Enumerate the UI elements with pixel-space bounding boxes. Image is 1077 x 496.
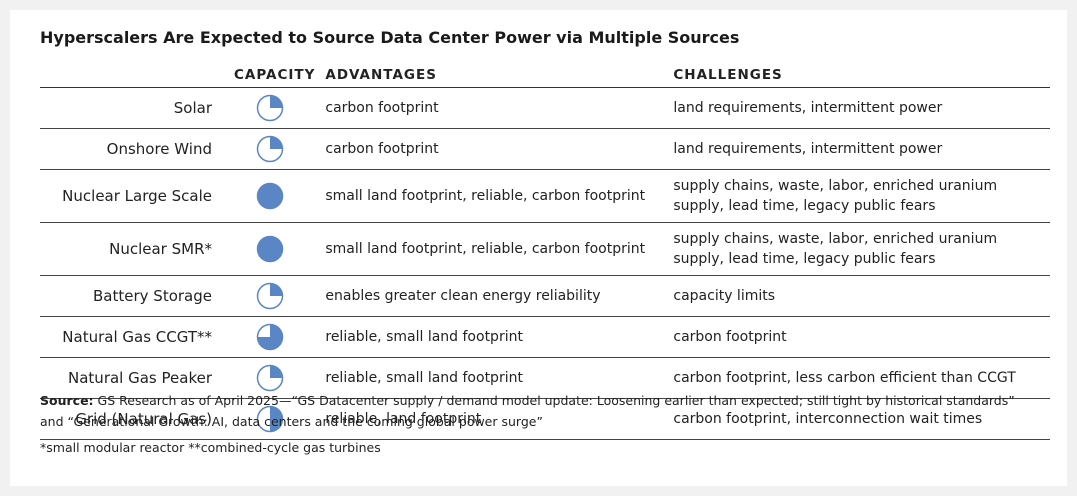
card: Hyperscalers Are Expected to Source Data… [10,10,1067,486]
source-cell: Natural Gas Peaker [40,357,230,399]
challenges-cell: land requirements, intermittent power [663,128,1050,170]
table-row: Natural Gas Peaker reliable, small land f… [40,357,1050,399]
challenges-cell: capacity limits [663,275,1050,317]
source-note: Source: GS Research as of April 2025—“GS… [40,390,1030,432]
source-cell: Natural Gas CCGT** [40,316,230,358]
harvey-ball [256,364,284,392]
advantages-cell: small land footprint, reliable, carbon f… [315,169,664,223]
header-cell: ADVANTAGES [315,65,664,88]
header-cell: CHALLENGES [663,65,1050,88]
ball-fill [270,95,283,108]
table: CAPACITY ADVANTAGES CHALLENGES Solar carb… [40,65,1050,440]
harvey-ball [256,282,284,310]
challenges-cell: carbon footprint, interconnection wait t… [663,398,1050,440]
capacity-cell [230,275,316,317]
source-cell: Onshore Wind [40,128,230,170]
header-empty [40,65,230,88]
table-body: Solar carbon footprint land requirements, … [40,87,1050,440]
capacity-cell [230,357,316,399]
advantages-cell: small land footprint, reliable, carbon f… [315,222,664,276]
footnote: *small modular reactor **combined-cycle … [40,440,381,455]
ball-fill [270,406,283,432]
advantages-cell: carbon footprint [315,87,664,129]
advantages-cell: enables greater clean energy reliability [315,275,664,317]
challenges-cell: supply chains, waste, labor, enriched ur… [663,222,1050,276]
table-header: CAPACITY ADVANTAGES CHALLENGES [40,65,1050,88]
ball-fill [270,136,283,149]
harvey-ball [256,135,284,163]
ball-fill [257,236,283,262]
harvey-ball [256,405,284,433]
ball-fill [270,283,283,296]
challenges-cell: carbon footprint, less carbon efficient … [663,357,1050,399]
table-row: Solar carbon footprint land requirements, … [40,87,1050,129]
advantages-cell: reliable, small land footprint [315,316,664,358]
table-row: Nuclear Large Scale small land footprint,… [40,169,1050,223]
table-row: Onshore Wind carbon footprint land require… [40,128,1050,170]
table-row: Nuclear SMR* small land footprint, reliab… [40,222,1050,276]
source-cell: Nuclear SMR* [40,222,230,276]
harvey-ball [256,94,284,122]
challenges-cell: supply chains, waste, labor, enriched ur… [663,169,1050,223]
challenges-cell: carbon footprint [663,316,1050,358]
capacity-cell [230,222,316,276]
title: Hyperscalers Are Expected to Source Data… [40,28,740,47]
source-cell: Nuclear Large Scale [40,169,230,223]
source-cell: Battery Storage [40,275,230,317]
harvey-ball [256,182,284,210]
source-label: Source: [40,393,94,408]
header-cell: CAPACITY [230,65,316,88]
advantages-cell: carbon footprint [315,128,664,170]
harvey-ball [256,323,284,351]
harvey-ball [256,235,284,263]
table-row: Natural Gas CCGT** reliable, small land f… [40,316,1050,358]
ball-fill [257,324,283,350]
capacity-cell [230,316,316,358]
challenges-cell: land requirements, intermittent power [663,87,1050,129]
source-cell: Solar [40,87,230,129]
ball-fill [257,183,283,209]
capacity-cell [230,87,316,129]
source-cell: Grid (Natural Gas) [40,398,230,440]
capacity-cell [230,398,316,440]
table-row: Battery Storage enables greater clean ene… [40,275,1050,317]
table-row: Grid (Natural Gas) reliable, land footpri… [40,398,1050,440]
advantages-cell: reliable, small land footprint [315,357,664,399]
header-row: CAPACITY ADVANTAGES CHALLENGES [40,65,1050,88]
capacity-cell [230,169,316,223]
advantages-cell: reliable, land footprint [315,398,664,440]
ball-fill [270,365,283,378]
source-text: GS Research as of April 2025—“GS Datacen… [40,393,1015,429]
capacity-cell [230,128,316,170]
